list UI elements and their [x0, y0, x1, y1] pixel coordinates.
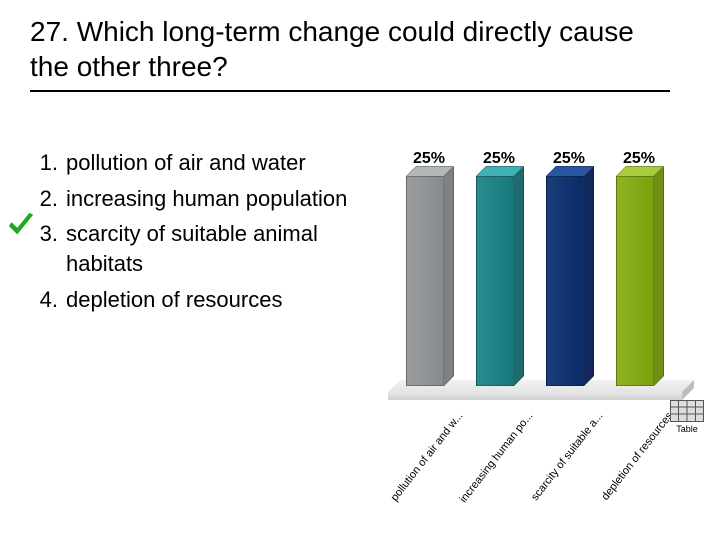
chart-bar: 25%	[476, 176, 522, 386]
answer-text: increasing human population	[66, 184, 362, 214]
answer-number: 2.	[32, 184, 66, 214]
question-title: 27. Which long-term change could directl…	[30, 14, 670, 84]
answer-list: 1. pollution of air and water 2. increas…	[32, 148, 362, 320]
chart-bar: 25%	[546, 176, 592, 386]
answer-option: 4. depletion of resources	[32, 285, 362, 315]
answer-option: 2. increasing human population	[32, 184, 362, 214]
answer-text: depletion of resources	[66, 285, 362, 315]
answer-text: pollution of air and water	[66, 148, 362, 178]
chart-x-labels: pollution of air and w...increasing huma…	[388, 404, 694, 524]
answer-number: 4.	[32, 285, 66, 315]
answer-text: scarcity of suitable animal habitats	[66, 219, 362, 278]
answer-number: 3.	[32, 219, 66, 278]
table-icon-caption: Table	[668, 424, 706, 434]
answer-option: 3. scarcity of suitable animal habitats	[32, 219, 362, 278]
title-underline	[30, 90, 670, 92]
answer-option: 1. pollution of air and water	[32, 148, 362, 178]
poll-bar-chart: 25% 25% 25% 25%	[388, 140, 694, 400]
chart-bar: 25%	[616, 176, 662, 386]
table-icon[interactable]: Table	[668, 400, 706, 434]
answer-number: 1.	[32, 148, 66, 178]
chart-bar: 25%	[406, 176, 452, 386]
